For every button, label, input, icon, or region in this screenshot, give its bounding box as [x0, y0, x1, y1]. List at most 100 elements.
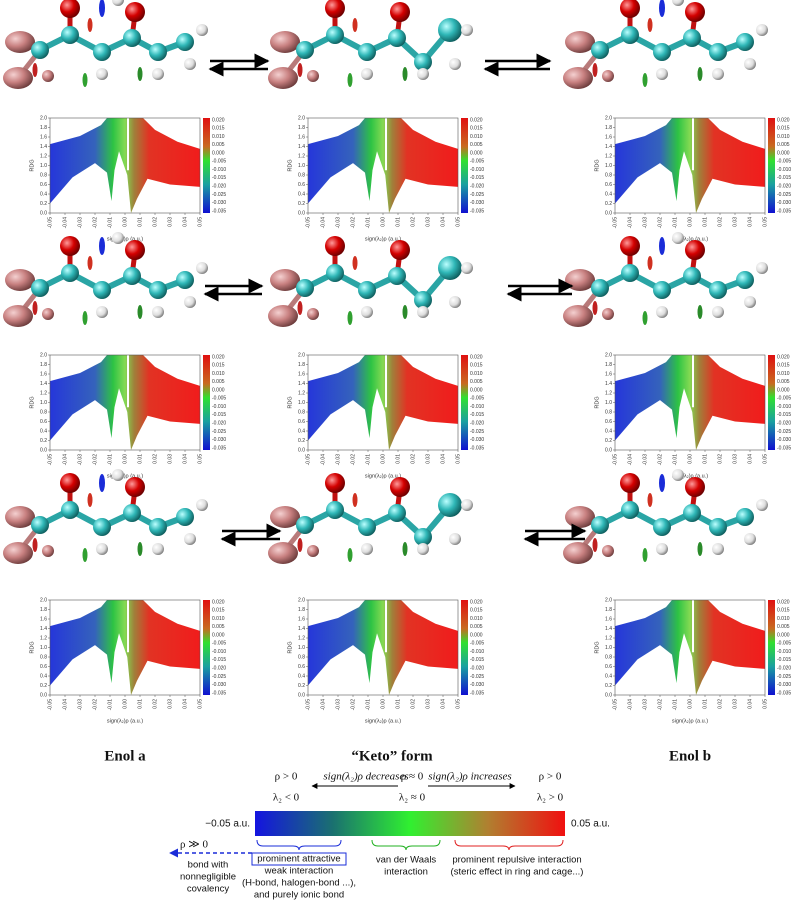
y-tick-label: 1.2: [40, 390, 47, 396]
atom-c: [621, 501, 639, 519]
y-tick-label: 0.8: [298, 409, 305, 415]
colorbar-tick-label: -0.025: [470, 192, 484, 198]
colorbar-tick-label: -0.015: [212, 657, 226, 663]
atom-c: [31, 41, 49, 59]
colorbar-tick-label: -0.010: [470, 649, 484, 655]
atom-c: [149, 518, 167, 536]
x-tick-label: 0.00: [122, 454, 128, 464]
atom-c: [358, 281, 376, 299]
highlight-box: [251, 852, 347, 866]
colorbar-tick-label: -0.035: [212, 690, 226, 696]
atom-c: [326, 26, 344, 44]
x-tick-label: -0.01: [365, 217, 371, 229]
y-tick-label: 1.6: [605, 371, 612, 377]
x-tick-label: 0.00: [687, 217, 693, 227]
column-label: Enol a: [104, 748, 146, 764]
x-tick-label: -0.02: [92, 699, 98, 711]
x-tick-label: 0.02: [717, 217, 723, 227]
colorbar-tick-label: -0.030: [470, 682, 484, 688]
colorbar-tick-label: 0.010: [212, 371, 225, 377]
y-tick-label: 1.8: [605, 362, 612, 368]
nci-blob: [87, 18, 93, 32]
atom-c: [176, 508, 194, 526]
colorbar-tick-label: -0.010: [777, 649, 791, 655]
y-tick-label: 2.0: [298, 115, 305, 121]
atom-br: [307, 70, 319, 82]
molecule: [3, 469, 208, 564]
atom-h: [361, 306, 373, 318]
atom-h: [417, 68, 429, 80]
legend-text: sign(λ₂)ρ decreases: [323, 771, 408, 783]
atom-br: [5, 269, 35, 291]
x-tick-label: -0.01: [672, 217, 678, 229]
atom-br: [42, 545, 54, 557]
atom-h: [152, 306, 164, 318]
y-tick-label: 1.8: [298, 607, 305, 613]
rdg-plot: 0.0 0.2 0.4 0.6 0.8 1.0 1.2 1.4 1.6 1.8 2.0 -0.05 -0…: [287, 115, 484, 242]
atom-br: [5, 506, 35, 528]
nci-blob: [32, 538, 38, 552]
x-tick-label: -0.03: [642, 454, 648, 466]
legend-max: 0.05 a.u.: [571, 819, 610, 830]
x-tick-label: -0.01: [107, 217, 113, 229]
colorbar-tick-label: 0.005: [212, 379, 225, 385]
nci-blob: [297, 63, 303, 77]
y-axis-label: RDG: [29, 159, 35, 171]
atom-h: [449, 296, 461, 308]
molecule: [3, 0, 208, 89]
colorbar-tick-label: 0.015: [777, 126, 790, 132]
y-tick-label: 0.4: [605, 191, 612, 197]
atom-br: [3, 305, 33, 327]
y-axis-label: RDG: [287, 641, 293, 653]
legend-text: ρ > 0: [275, 771, 298, 783]
atom-h: [96, 68, 108, 80]
atom-o: [125, 240, 145, 260]
atom-c: [591, 516, 609, 534]
atom-c: [414, 53, 432, 71]
nci-blob: [347, 311, 353, 325]
atom-br: [42, 70, 54, 82]
atom-h: [744, 533, 756, 545]
atom-h: [461, 24, 473, 36]
atom-c: [591, 41, 609, 59]
colorbar-tick-label: 0.010: [470, 371, 483, 377]
y-tick-label: 1.0: [605, 400, 612, 406]
y-tick-label: 2.0: [605, 115, 612, 121]
atom-o: [685, 477, 705, 497]
colorbar-tick-label: -0.030: [777, 437, 791, 443]
legend-text: van der Waals: [376, 855, 437, 866]
legend-text: λ₂ > 0: [537, 792, 564, 804]
colorbar-tick-label: -0.030: [777, 682, 791, 688]
molecule: [268, 473, 473, 564]
colorbar-tick-label: -0.020: [777, 666, 791, 672]
nci-blob: [402, 542, 408, 556]
colorbar-tick-label: -0.030: [777, 200, 791, 206]
rdg-plot: 0.0 0.2 0.4 0.6 0.8 1.0 1.2 1.4 1.6 1.8 2.0 -0.05 -0…: [594, 115, 791, 242]
atom-c: [296, 516, 314, 534]
colorbar-tick-label: 0.015: [212, 126, 225, 132]
x-tick-label: -0.02: [657, 454, 663, 466]
colorbar-tick-label: 0.005: [212, 142, 225, 148]
atom-o: [390, 477, 410, 497]
atom-br: [602, 308, 614, 320]
y-tick-label: 0.4: [605, 673, 612, 679]
y-axis-label: RDG: [29, 641, 35, 653]
colorbar-tick-label: 0.005: [470, 379, 483, 385]
x-tick-label: 0.03: [167, 699, 173, 709]
x-tick-label: 0.01: [702, 699, 708, 709]
y-tick-label: 1.4: [40, 144, 47, 150]
x-tick-label: 0.04: [440, 454, 446, 464]
atom-o: [60, 473, 80, 493]
atom-c: [93, 281, 111, 299]
nci-blob: [297, 538, 303, 552]
atom-br: [602, 545, 614, 557]
colorbar-tick-label: -0.010: [777, 167, 791, 173]
colorbar-tick-label: 0.005: [777, 142, 790, 148]
atom-c: [438, 493, 462, 517]
legend-text: λ₂ ≈ 0: [399, 792, 426, 804]
atom-c: [653, 518, 671, 536]
colorbar: [203, 118, 210, 213]
atom-c: [388, 29, 406, 47]
atom-br: [5, 31, 35, 53]
atom-c: [123, 29, 141, 47]
